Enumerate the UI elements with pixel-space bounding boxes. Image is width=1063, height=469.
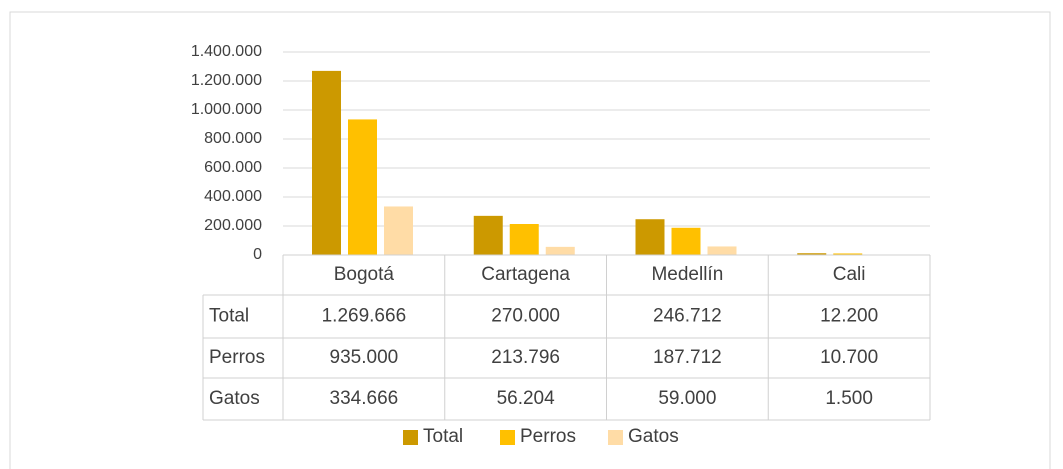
y-tick-label: 800.000	[204, 130, 262, 147]
legend-label: Total	[423, 426, 463, 447]
table-cell: 213.796	[491, 347, 560, 368]
legend-label: Gatos	[628, 426, 679, 447]
bar	[833, 253, 863, 255]
x-tick-label: Cali	[833, 264, 866, 285]
bar	[797, 253, 827, 255]
table-cell: 935.000	[330, 347, 399, 368]
y-tick-label: 600.000	[204, 159, 262, 176]
bar	[545, 246, 575, 255]
chart-frame	[9, 11, 1051, 469]
table-cell: 56.204	[497, 388, 556, 409]
legend-swatch	[608, 430, 623, 445]
table-cell: 1.269.666	[322, 306, 407, 327]
y-tick-label: 1.400.000	[191, 43, 262, 60]
x-tick-label: Bogotá	[334, 264, 395, 285]
table-cell: 12.200	[820, 306, 878, 327]
y-tick-label: 1.200.000	[191, 72, 262, 89]
bar	[312, 70, 341, 255]
y-tick-label: 400.000	[204, 188, 262, 205]
bar	[671, 227, 701, 255]
x-tick-label: Cartagena	[481, 264, 570, 285]
bar	[384, 206, 413, 255]
y-tick-label: 1.000.000	[191, 101, 262, 118]
bar	[348, 119, 377, 255]
table-cell: 59.000	[658, 388, 716, 409]
table-cell: 187.712	[653, 347, 722, 368]
table-row-label: Total	[209, 306, 249, 327]
table-cell: 334.666	[330, 388, 399, 409]
bar	[635, 219, 665, 255]
bar	[473, 215, 503, 255]
table-row-label: Gatos	[209, 388, 260, 409]
legend-swatch	[403, 430, 418, 445]
legend-swatch	[500, 430, 515, 445]
bar	[707, 246, 737, 255]
table-row-label: Perros	[209, 347, 265, 368]
x-tick-label: Medellín	[651, 264, 723, 285]
y-tick-label: 0	[253, 246, 262, 263]
table-cell: 1.500	[825, 388, 873, 409]
table-cell: 246.712	[653, 306, 722, 327]
y-tick-label: 200.000	[204, 217, 262, 234]
table-cell: 270.000	[491, 306, 560, 327]
table-cell: 10.700	[820, 347, 878, 368]
bar	[509, 223, 539, 255]
legend-label: Perros	[520, 426, 576, 447]
